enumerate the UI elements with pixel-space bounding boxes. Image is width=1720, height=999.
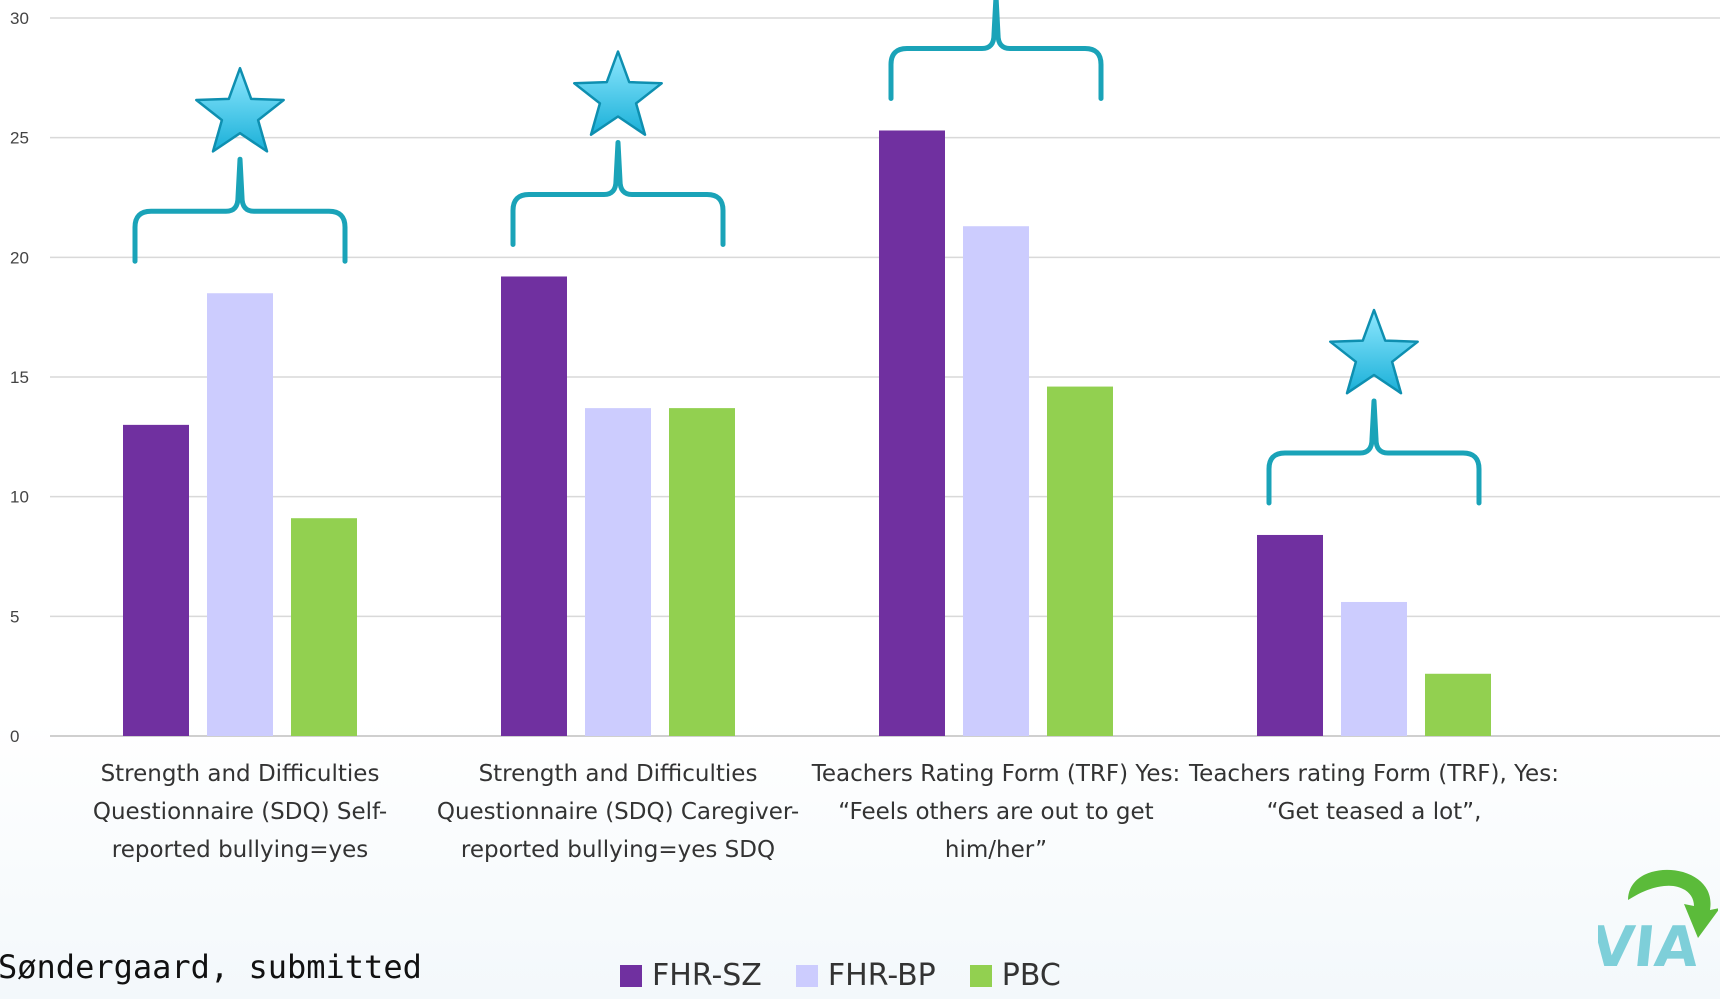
bar-fhr-sz-2[interactable]	[879, 130, 945, 736]
x-category-label: Teachers Rating Form (TRF) Yes: “Feels ot…	[796, 755, 1196, 869]
x-category-label: Strength and Difficulties Questionnaire (…	[40, 755, 440, 869]
bar-fhr-sz-0[interactable]	[123, 424, 189, 736]
legend-item-fhr-bp[interactable]: FHR-BP	[795, 958, 936, 993]
x-category-label-line: Questionnaire (SDQ) Caregiver-	[436, 799, 800, 825]
legend-label-fhr-sz: FHR-SZ	[652, 958, 762, 993]
significance-bracket	[1266, 398, 1482, 506]
x-category-label-line: Strength and Difficulties	[100, 761, 380, 787]
bar-pbc-3[interactable]	[1425, 673, 1491, 736]
x-category-label-line: Questionnaire (SDQ) Self-	[92, 799, 388, 825]
x-category-label-line: “Feels others are out to get	[838, 799, 1154, 825]
legend-item-pbc[interactable]: PBC	[969, 958, 1061, 993]
bar-pbc-0[interactable]	[291, 518, 357, 736]
legend-label-pbc: PBC	[1001, 958, 1061, 993]
legend-swatch-fhr-sz	[620, 964, 642, 987]
bar-fhr-bp-0[interactable]	[207, 293, 273, 736]
bar-fhr-bp-2[interactable]	[963, 226, 1029, 736]
legend-item-fhr-sz[interactable]: FHR-SZ	[620, 958, 762, 993]
y-tick-label: 5	[10, 607, 19, 626]
x-category-label-line: Teachers rating Form (TRF), Yes:	[1189, 761, 1559, 787]
y-tick-label: 0	[10, 727, 19, 746]
x-category-label: Strength and Difficulties Questionnaire (…	[418, 755, 818, 869]
significance-star-icon	[195, 66, 285, 153]
bar-fhr-bp-3[interactable]	[1341, 601, 1407, 736]
logo-text: VIA	[1598, 915, 1702, 970]
significance-star-icon	[573, 50, 663, 136]
y-tick-label: 15	[10, 368, 29, 387]
legend: FHR-SZ FHR-BP PBC	[620, 958, 1061, 993]
x-category-label-line: reported bullying=yes SDQ	[460, 837, 776, 863]
bar-pbc-2[interactable]	[1047, 386, 1113, 736]
logo-arrow-icon	[1628, 869, 1718, 938]
legend-swatch-pbc	[969, 964, 992, 987]
significance-bracket	[888, 0, 1104, 101]
x-category-label-line: “Get teased a lot”,	[1266, 799, 1482, 825]
significance-bracket	[132, 156, 348, 264]
y-tick-label: 20	[10, 248, 29, 267]
x-category-label-line: Teachers Rating Form (TRF) Yes:	[811, 761, 1181, 787]
y-tick-label: 30	[10, 9, 29, 28]
significance-star-icon	[1329, 308, 1419, 395]
y-tick-label: 10	[10, 488, 29, 507]
x-category-label-line: Strength and Difficulties	[478, 761, 758, 787]
x-category-label-line: him/her”	[944, 837, 1048, 863]
bar-pbc-1[interactable]	[669, 408, 735, 736]
citation-text: Søndergaard, submitted	[0, 948, 422, 986]
bar-fhr-sz-1[interactable]	[501, 276, 567, 736]
significance-bracket	[510, 139, 726, 247]
legend-label-fhr-bp: FHR-BP	[827, 958, 936, 993]
bar-fhr-bp-1[interactable]	[585, 408, 651, 736]
legend-swatch-fhr-bp	[795, 964, 818, 987]
y-tick-label: 25	[10, 129, 29, 148]
via-logo: VIA	[1598, 869, 1718, 970]
x-category-label: Teachers rating Form (TRF), Yes: “Get tea…	[1184, 755, 1564, 831]
x-category-label-line: reported bullying=yes	[111, 837, 369, 863]
bar-fhr-sz-3[interactable]	[1257, 534, 1323, 736]
